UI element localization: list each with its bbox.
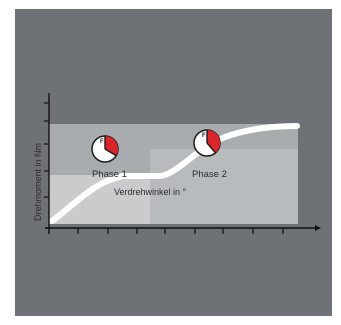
torque-curve xyxy=(49,123,300,224)
phase1-label: Phase 1 xyxy=(92,169,127,180)
svg-text:F: F xyxy=(100,139,104,145)
gauge-icon: F xyxy=(193,129,221,157)
gauge-icon: F xyxy=(91,135,119,163)
phase2-panel xyxy=(150,149,298,224)
y-axis-label: Drehmoment in Nm xyxy=(33,143,43,221)
torque-angle-diagram: Drehmoment in Nm Verdrehwinkel in ° F Ph… xyxy=(33,93,321,234)
phase2-label: Phase 2 xyxy=(192,169,227,180)
diagram-frame: Drehmoment in Nm Verdrehwinkel in ° F Ph… xyxy=(15,9,332,316)
svg-text:F: F xyxy=(202,133,206,139)
x-axis-arrow-icon xyxy=(315,225,321,231)
x-axis-label: Verdrehwinkel in ° xyxy=(114,187,187,197)
